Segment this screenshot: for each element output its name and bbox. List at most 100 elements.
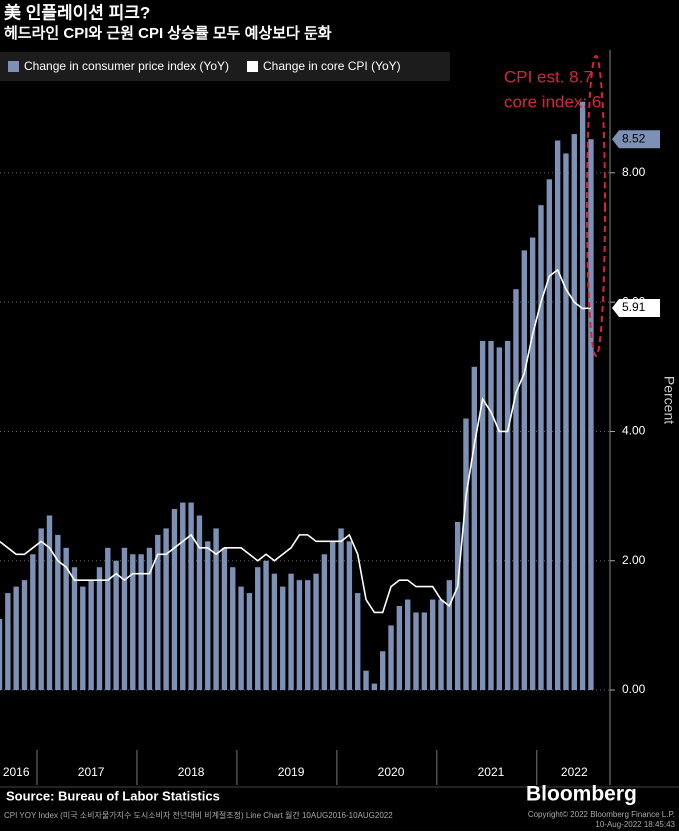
bar xyxy=(296,580,303,691)
bar xyxy=(230,567,236,691)
annotation: CPI est. 8.7 xyxy=(504,67,593,86)
bar xyxy=(521,250,528,691)
bar xyxy=(438,599,444,691)
chart-title: 美 인플레이션 피크? xyxy=(4,2,150,22)
bar xyxy=(5,593,11,691)
bar xyxy=(105,547,111,691)
bar xyxy=(446,580,453,691)
bar xyxy=(388,625,394,691)
legend-box xyxy=(0,52,450,81)
source: Source: Bureau of Labor Statistics xyxy=(6,788,220,803)
bar xyxy=(80,586,86,691)
bar xyxy=(88,580,94,691)
annotation-ellipse xyxy=(586,55,606,357)
bar xyxy=(513,289,519,691)
bar xyxy=(221,547,228,691)
bar xyxy=(571,134,577,691)
bar xyxy=(263,560,269,691)
chart-subtitle: 헤드라인 CPI와 근원 CPI 상승률 모두 예상보다 둔화 xyxy=(4,24,332,42)
bar xyxy=(155,534,161,691)
bar xyxy=(246,593,253,691)
line xyxy=(0,268,592,614)
bar xyxy=(338,528,344,691)
x-tick-label: 2018 xyxy=(178,765,205,779)
bar xyxy=(71,567,78,691)
bar xyxy=(196,515,203,691)
bar xyxy=(0,618,3,691)
bar xyxy=(121,547,128,691)
y-tick-label: 0.00 xyxy=(622,682,646,696)
legend-label: Change in consumer price index (YoY) xyxy=(24,59,229,73)
bar xyxy=(313,573,319,691)
y-tick-label: 2.00 xyxy=(622,553,646,567)
footnote: CPI YOY Index (미국 소비자물가지수 도시소비자 전년대비 비계절… xyxy=(4,810,393,820)
bar xyxy=(488,340,494,691)
bar xyxy=(504,340,511,691)
bar xyxy=(21,580,28,691)
bar xyxy=(579,101,586,691)
annotation: core index: 6 xyxy=(504,92,601,111)
bar xyxy=(355,593,361,691)
bar xyxy=(138,554,144,691)
bar xyxy=(496,347,503,691)
bar xyxy=(163,528,169,691)
bar xyxy=(13,586,19,691)
bar xyxy=(421,612,428,691)
bar xyxy=(30,554,36,691)
bar xyxy=(554,140,561,691)
last-value-label: 5.91 xyxy=(622,300,646,314)
bar xyxy=(171,509,178,691)
bar xyxy=(38,528,44,691)
y-tick-label: 8.00 xyxy=(622,165,646,179)
legend-swatch xyxy=(247,61,259,72)
bar xyxy=(271,573,278,691)
bar xyxy=(546,179,552,691)
bar xyxy=(479,340,486,691)
bar xyxy=(188,502,194,691)
last-value-box xyxy=(612,298,660,317)
bar xyxy=(96,567,103,691)
x-tick-label: 2019 xyxy=(278,765,305,779)
bar xyxy=(305,580,311,691)
bar xyxy=(563,153,569,691)
brand: Bloomberg xyxy=(526,783,637,806)
x-tick-label: 2017 xyxy=(78,765,105,779)
bar xyxy=(63,547,69,691)
bar xyxy=(429,599,436,691)
y-axis-label: Percent xyxy=(661,376,677,424)
bar xyxy=(379,651,386,691)
timestamp: 10-Aug-2022 18:45:43 xyxy=(595,820,675,829)
y-tick-label: 4.00 xyxy=(622,424,646,438)
bar xyxy=(454,521,461,691)
bar xyxy=(213,528,219,691)
bar xyxy=(130,554,136,691)
last-value-box xyxy=(612,130,660,149)
x-tick-label: 2022 xyxy=(561,765,588,779)
bar xyxy=(146,547,153,691)
bar xyxy=(238,586,244,691)
last-value-label: 8.52 xyxy=(622,131,646,145)
copyright: Copyright© 2022 Bloomberg Finance L.P. xyxy=(528,810,675,819)
bar xyxy=(280,586,286,691)
bar xyxy=(363,670,369,691)
x-tick-label: 2021 xyxy=(478,765,505,779)
bar xyxy=(113,560,119,691)
bar xyxy=(396,606,403,691)
bar xyxy=(321,554,328,691)
bar xyxy=(288,573,294,691)
bar xyxy=(404,599,411,691)
bar xyxy=(46,515,53,691)
bar xyxy=(55,534,61,691)
bar xyxy=(371,683,378,691)
bar xyxy=(471,366,478,691)
bar xyxy=(463,418,469,691)
bar xyxy=(529,237,536,691)
legend-label: Change in core CPI (YoY) xyxy=(263,59,401,73)
bar xyxy=(180,502,186,691)
x-tick-label: 2016 xyxy=(3,765,30,779)
bar xyxy=(588,139,594,691)
bar xyxy=(413,612,419,691)
bar xyxy=(330,541,336,691)
